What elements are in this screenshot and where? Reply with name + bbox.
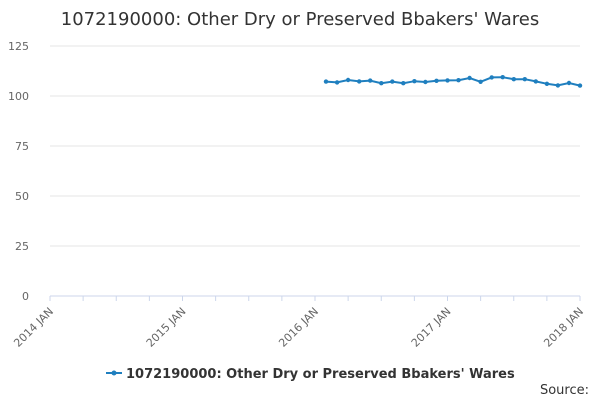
data-point[interactable] xyxy=(478,79,483,85)
chart-title: 1072190000: Other Dry or Preserved Bbake… xyxy=(61,9,540,30)
legend-label: 1072190000: Other Dry or Preserved Bbake… xyxy=(126,367,515,382)
x-tick-label: 2017 JAN xyxy=(409,305,454,350)
data-point[interactable] xyxy=(555,83,561,88)
data-point[interactable] xyxy=(334,80,340,85)
data-point[interactable] xyxy=(323,79,329,84)
x-axis-ticks: 2014 JAN 2015 JAN 2016 JAN 2017 JAN 2018 JAN xyxy=(11,305,586,350)
data-point[interactable] xyxy=(511,77,516,82)
source-label[interactable]: Source: xyxy=(540,383,589,398)
y-tick-label: 75 xyxy=(15,140,29,153)
legend-marker-swatch xyxy=(111,370,117,376)
x-tick-label: 2014 JAN xyxy=(11,305,56,350)
x-tick-label: 2018 JAN xyxy=(541,305,586,350)
data-point[interactable] xyxy=(467,75,472,81)
data-point[interactable] xyxy=(577,83,583,88)
data-point[interactable] xyxy=(445,78,450,83)
data-point[interactable] xyxy=(357,79,362,84)
y-tick-label: 100 xyxy=(8,90,29,103)
legend[interactable]: 1072190000: Other Dry or Preserved Bbake… xyxy=(106,367,515,382)
data-point[interactable] xyxy=(566,80,572,86)
data-point[interactable] xyxy=(456,78,461,83)
x-tick-label: 2016 JAN xyxy=(276,305,321,350)
series-line xyxy=(325,76,581,87)
data-point[interactable] xyxy=(412,79,417,84)
y-tick-label: 125 xyxy=(8,40,29,53)
data-point[interactable] xyxy=(544,81,550,87)
data-point[interactable] xyxy=(368,78,373,83)
y-tick-label: 0 xyxy=(22,290,29,303)
grid-lines xyxy=(50,45,580,247)
data-point[interactable] xyxy=(379,81,384,86)
data-point[interactable] xyxy=(401,81,406,86)
data-point[interactable] xyxy=(423,79,428,85)
data-point[interactable] xyxy=(522,77,527,82)
y-axis-ticks: 0 25 50 75 100 125 xyxy=(8,40,29,303)
data-point[interactable] xyxy=(434,78,439,84)
data-point[interactable] xyxy=(489,75,494,80)
data-point[interactable] xyxy=(500,75,505,80)
data-point[interactable] xyxy=(345,77,351,83)
series-layer xyxy=(323,75,583,88)
y-tick-label: 25 xyxy=(15,240,29,253)
x-axis xyxy=(49,295,581,301)
data-point[interactable] xyxy=(390,79,395,84)
y-tick-label: 50 xyxy=(15,190,29,203)
data-point[interactable] xyxy=(533,79,538,84)
x-tick-label: 2015 JAN xyxy=(144,305,189,350)
